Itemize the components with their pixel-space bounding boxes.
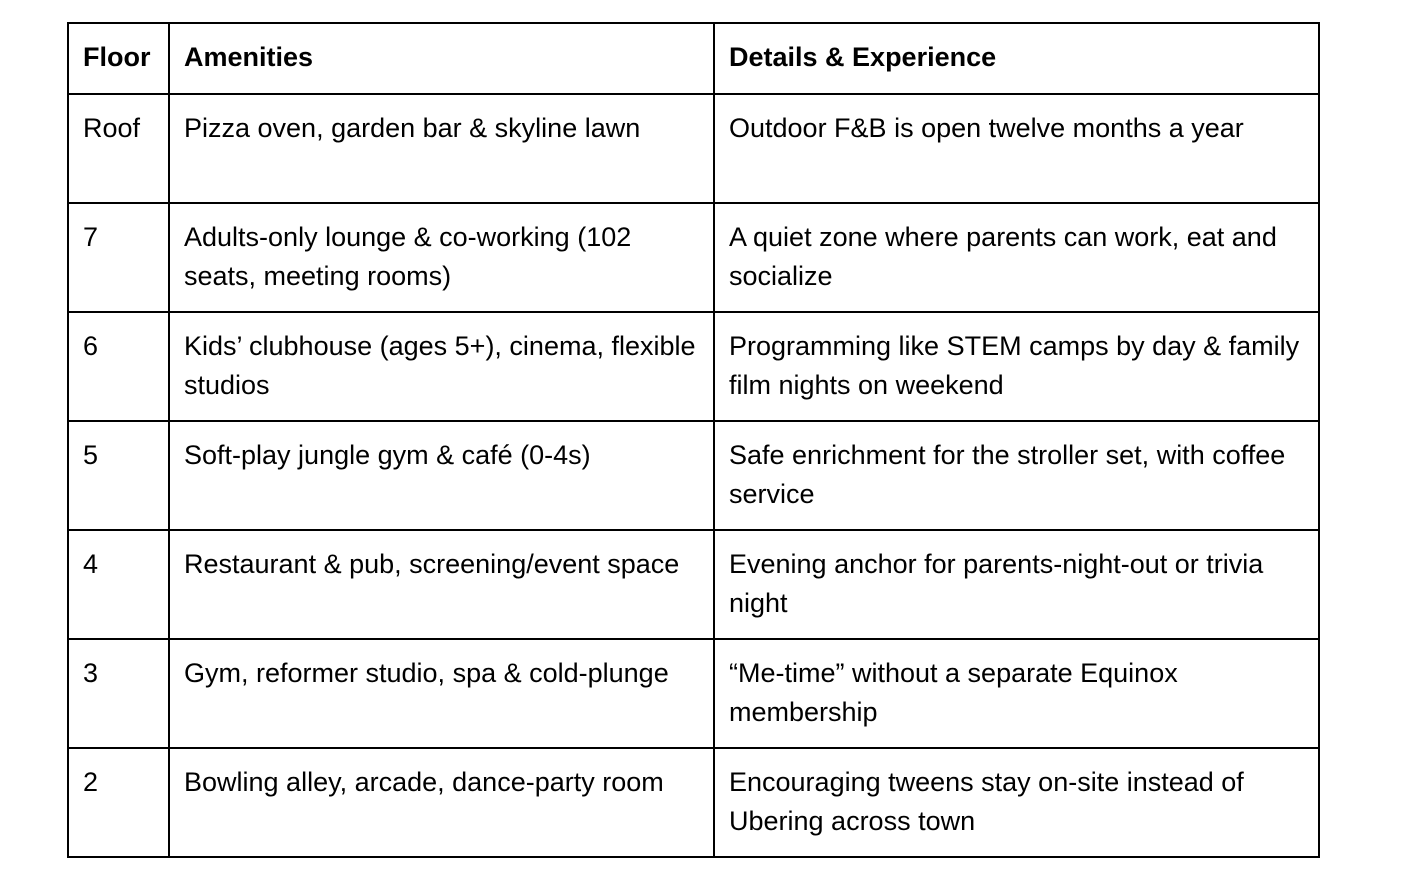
table-row: 3 Gym, reformer studio, spa & cold-plunge… bbox=[67, 638, 1320, 749]
details-cell: Safe enrichment for the stroller set, wi… bbox=[713, 420, 1320, 531]
floor-cell: 2 bbox=[67, 747, 170, 858]
floor-cell: Roof bbox=[67, 93, 170, 204]
header-floor: Floor bbox=[67, 22, 170, 95]
floor-cell: 3 bbox=[67, 638, 170, 749]
table-row: 4 Restaurant & pub, screening/event space… bbox=[67, 529, 1320, 640]
table-row: Roof Pizza oven, garden bar & skyline law… bbox=[67, 93, 1320, 204]
header-amenities: Amenities bbox=[168, 22, 715, 95]
amenities-cell: Pizza oven, garden bar & skyline lawn bbox=[168, 93, 715, 204]
amenities-cell: Adults-only lounge & co-working (102 sea… bbox=[168, 202, 715, 313]
floor-cell: 7 bbox=[67, 202, 170, 313]
header-row: Floor Amenities Details & Experience bbox=[67, 22, 1320, 95]
amenities-cell: Gym, reformer studio, spa & cold-plunge bbox=[168, 638, 715, 749]
amenities-cell: Bowling alley, arcade, dance-party room bbox=[168, 747, 715, 858]
amenities-cell: Soft-play jungle gym & café (0-4s) bbox=[168, 420, 715, 531]
details-cell: Programming like STEM camps by day & fam… bbox=[713, 311, 1320, 422]
floor-cell: 5 bbox=[67, 420, 170, 531]
amenities-table: Floor Amenities Details & Experience Roo… bbox=[67, 22, 1320, 858]
details-cell: Evening anchor for parents-night-out or … bbox=[713, 529, 1320, 640]
table-row: 5 Soft-play jungle gym & café (0-4s) Safe … bbox=[67, 420, 1320, 531]
amenities-cell: Restaurant & pub, screening/event space bbox=[168, 529, 715, 640]
details-cell: “Me-time” without a separate Equinox mem… bbox=[713, 638, 1320, 749]
table-row: 7 Adults-only lounge & co-working (102 se… bbox=[67, 202, 1320, 313]
table-row: 2 Bowling alley, arcade, dance-party room… bbox=[67, 747, 1320, 858]
floor-cell: 4 bbox=[67, 529, 170, 640]
details-cell: Encouraging tweens stay on-site instead … bbox=[713, 747, 1320, 858]
details-cell: Outdoor F&B is open twelve months a year bbox=[713, 93, 1320, 204]
floor-cell: 6 bbox=[67, 311, 170, 422]
details-cell: A quiet zone where parents can work, eat… bbox=[713, 202, 1320, 313]
amenities-cell: Kids’ clubhouse (ages 5+), cinema, flexi… bbox=[168, 311, 715, 422]
table-row: 6 Kids’ clubhouse (ages 5+), cinema, flex… bbox=[67, 311, 1320, 422]
header-details: Details & Experience bbox=[713, 22, 1320, 95]
